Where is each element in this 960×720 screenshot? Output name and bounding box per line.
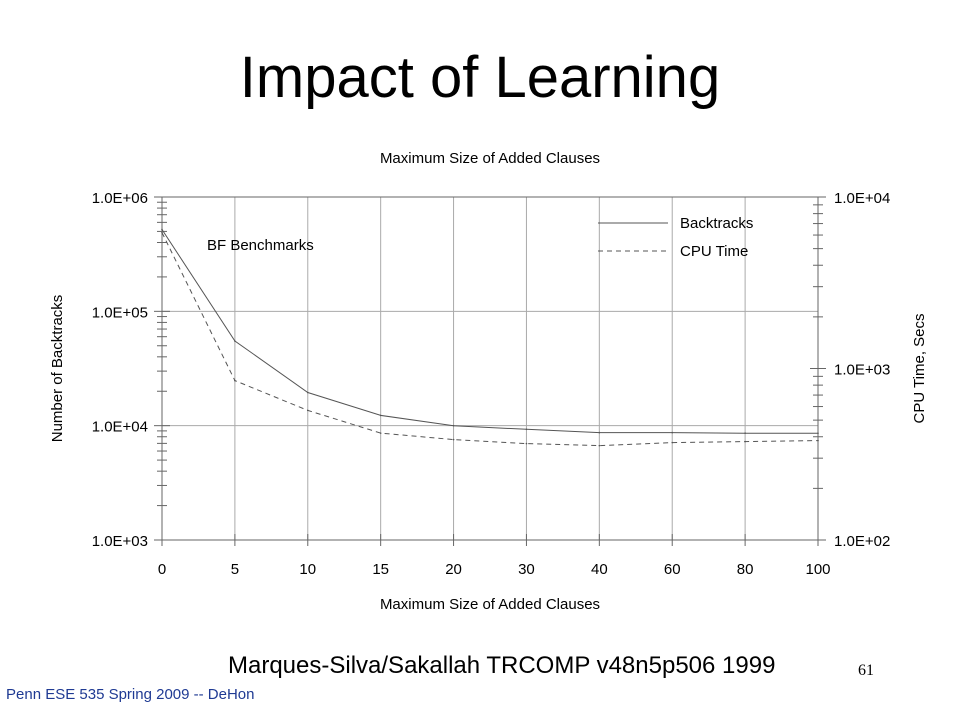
slide-title: Impact of Learning [239, 45, 721, 110]
x-tick-label: 80 [737, 561, 754, 578]
legend-label: Backtracks [680, 215, 753, 232]
y-axis-label: Number of Backtracks [49, 295, 66, 443]
data-point [234, 379, 236, 382]
y2-tick-label: 1.0E+03 [834, 362, 890, 379]
data-point [306, 391, 309, 394]
x-tick-label: 40 [591, 561, 608, 578]
x-tick-label: 100 [805, 561, 830, 578]
series-lines [161, 228, 819, 447]
x-tick-label: 0 [158, 561, 166, 578]
annotation-text: BF Benchmarks [207, 237, 314, 254]
footer-text: Penn ESE 535 Spring 2009 -- DeHon [6, 686, 255, 703]
data-point [817, 439, 819, 442]
y-tick-label: 1.0E+05 [92, 304, 148, 321]
legend: Backtracks CPU Time [598, 215, 753, 260]
data-point [161, 228, 163, 231]
y2-axis-label: CPU Time, Secs [911, 313, 928, 423]
data-point [671, 431, 674, 434]
data-point [452, 438, 455, 441]
data-point [306, 409, 309, 412]
data-point [525, 442, 528, 445]
plot-frame [161, 196, 819, 541]
x-tick-label: 5 [231, 561, 239, 578]
y-tick-label: 1.0E+06 [92, 190, 148, 207]
series-line-backtracks [161, 229, 818, 434]
data-point [161, 231, 163, 234]
data-point [452, 424, 455, 427]
data-point [671, 441, 674, 444]
data-point [379, 414, 382, 417]
y-tick-label: 1.0E+04 [92, 419, 148, 436]
x-axis-label: Maximum Size of Added Clauses [380, 596, 600, 613]
grid-lines [162, 197, 818, 540]
series-line-cpu-time [161, 232, 819, 447]
x-tick-label: 60 [664, 561, 681, 578]
data-point [598, 444, 601, 447]
y2-tick-label: 1.0E+02 [834, 533, 890, 550]
axis-labels: 1.0E+03 1.0E+04 1.0E+05 1.0E+06 1.0E+02 1.0E+… [49, 150, 928, 613]
data-point [379, 432, 382, 434]
x-tick-label: 20 [445, 561, 462, 578]
y-tick-label: 1.0E+03 [92, 533, 148, 550]
legend-label: CPU Time [680, 243, 748, 260]
data-point [598, 431, 601, 434]
citation: Marques-Silva/Sakallah TRCOMP v48n5p506 … [228, 652, 776, 679]
data-point [744, 432, 746, 434]
chart-title: Maximum Size of Added Clauses [380, 150, 600, 167]
x-tick-label: 30 [518, 561, 535, 578]
data-point [817, 432, 819, 434]
x-tick-label: 10 [299, 561, 316, 578]
data-point [744, 440, 746, 443]
page-number: 61 [858, 662, 874, 679]
x-tick-label: 15 [372, 561, 389, 578]
data-point [234, 340, 236, 342]
data-point [525, 428, 528, 431]
y2-tick-label: 1.0E+04 [834, 190, 890, 207]
